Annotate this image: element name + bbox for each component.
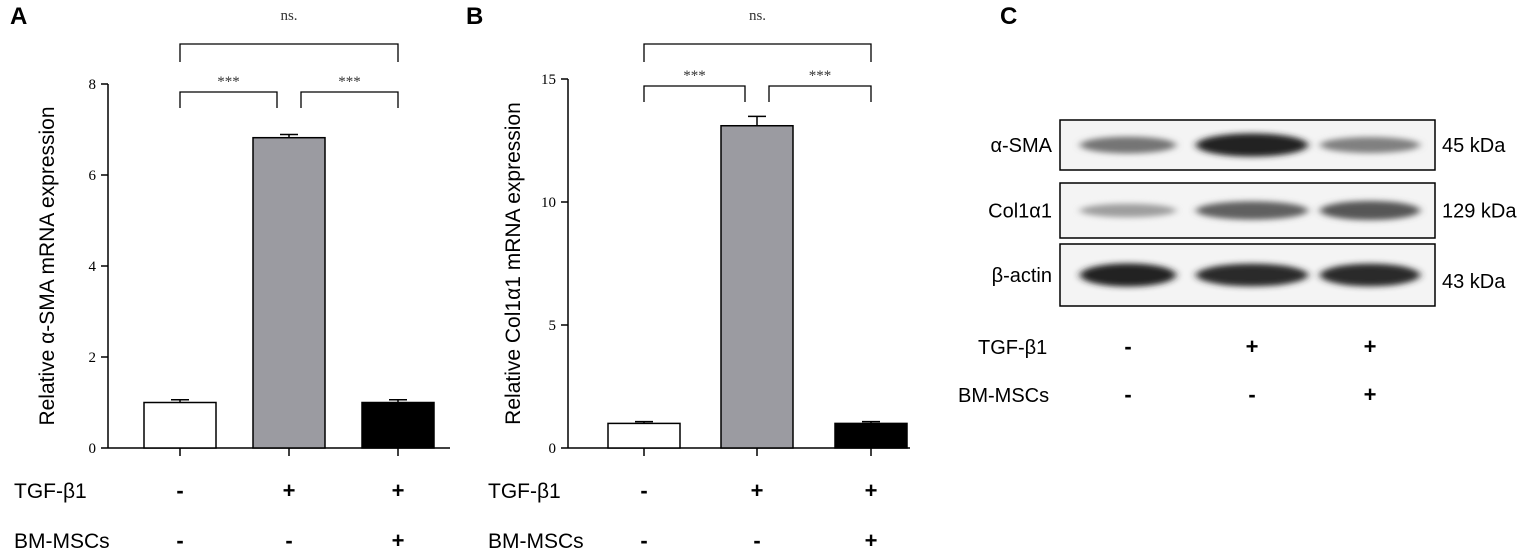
bar xyxy=(834,422,908,449)
y-tick-label: 10 xyxy=(541,195,556,211)
y-axis-label: Relative Col1α1 mRNA expression xyxy=(502,102,525,425)
condition-label: BM-MSCs xyxy=(958,385,1049,407)
condition-sign: + xyxy=(1246,334,1259,359)
significance-label: *** xyxy=(809,68,832,84)
significance-bracket xyxy=(643,43,872,62)
y-tick-label: 5 xyxy=(549,318,557,334)
significance-bracket xyxy=(643,85,746,102)
blot-protein-label: Col1α1 xyxy=(988,201,1052,223)
y-tick-label: 8 xyxy=(89,77,97,93)
condition-label: TGF-β1 xyxy=(978,337,1047,359)
bar-chart-a: 0 2 4 6 8 Relative α-SMA mRNA expression ns. **… xyxy=(14,8,450,552)
blot-size-label: 129 kDa xyxy=(1442,201,1517,223)
bar xyxy=(607,422,681,449)
significance-bracket xyxy=(768,85,872,102)
bar xyxy=(252,136,326,449)
blot-band xyxy=(1080,263,1176,287)
blot-band xyxy=(1080,203,1176,218)
significance-label: *** xyxy=(217,74,240,90)
significance-label: ns. xyxy=(749,8,766,24)
condition-sign: + xyxy=(392,528,405,552)
blot-band xyxy=(1196,133,1308,157)
condition-sign: - xyxy=(176,528,183,552)
condition-sign: + xyxy=(751,478,764,503)
condition-sign: + xyxy=(1364,382,1377,407)
significance-bracket xyxy=(300,91,399,108)
condition-sign: + xyxy=(865,478,878,503)
bar xyxy=(361,401,435,449)
significance-label: *** xyxy=(683,68,706,84)
condition-sign: - xyxy=(1124,334,1131,359)
bar xyxy=(720,124,794,449)
blot-band xyxy=(1320,263,1420,287)
condition-label: BM-MSCs xyxy=(488,530,584,552)
y-axis-label: Relative α-SMA mRNA expression xyxy=(36,106,59,425)
blot-size-label: 45 kDa xyxy=(1442,135,1506,157)
y-tick-label: 0 xyxy=(549,441,557,457)
condition-sign: - xyxy=(640,528,647,552)
condition-sign: + xyxy=(865,528,878,552)
y-tick-label: 0 xyxy=(89,441,97,457)
panel-letter-b: B xyxy=(466,3,483,30)
blot-protein-label: β-actin xyxy=(992,265,1052,287)
condition-sign: + xyxy=(283,478,296,503)
significance-bracket xyxy=(179,43,399,62)
y-tick-label: 4 xyxy=(89,259,97,275)
bar xyxy=(143,401,217,449)
condition-sign: - xyxy=(753,528,760,552)
blot-size-label: 43 kDa xyxy=(1442,271,1506,293)
western-blot: α-SMA 45 kDa Col1α1 129 kDa β-actin 43 kDa TGF… xyxy=(958,119,1517,407)
panel-letter-a: A xyxy=(10,3,27,30)
panel-letter-c: C xyxy=(1000,3,1017,30)
blot-protein-label: α-SMA xyxy=(990,135,1052,157)
significance-label: *** xyxy=(338,74,361,90)
significance-bracket xyxy=(179,91,278,108)
significance-label: ns. xyxy=(280,8,297,24)
condition-sign: - xyxy=(640,478,647,503)
blot-band xyxy=(1080,136,1176,154)
blot-band xyxy=(1320,200,1420,221)
condition-sign: - xyxy=(1248,382,1255,407)
blot-band xyxy=(1196,201,1308,220)
condition-sign: + xyxy=(392,478,405,503)
condition-sign: + xyxy=(1364,334,1377,359)
condition-sign: - xyxy=(1124,382,1131,407)
condition-sign: - xyxy=(285,528,292,552)
condition-label: TGF-β1 xyxy=(488,480,561,503)
blot-band xyxy=(1320,137,1420,153)
condition-label: BM-MSCs xyxy=(14,530,110,552)
blot-band xyxy=(1196,263,1308,287)
y-tick-label: 6 xyxy=(89,168,97,184)
y-tick-label: 2 xyxy=(89,350,97,366)
bar-chart-b: 0 5 10 15 Relative Col1α1 mRNA expression ns.… xyxy=(488,8,910,552)
condition-label: TGF-β1 xyxy=(14,480,87,503)
condition-sign: - xyxy=(176,478,183,503)
y-tick-label: 15 xyxy=(541,72,556,88)
